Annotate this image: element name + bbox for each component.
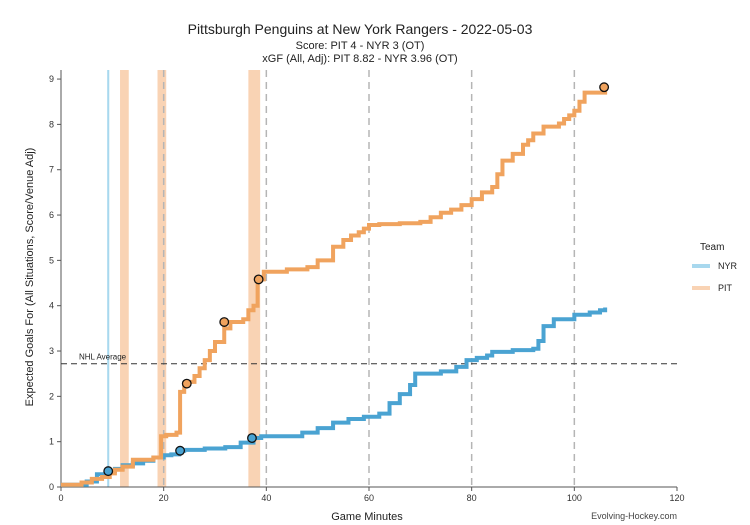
legend-title: Team: [700, 242, 724, 253]
x-tick-label-4: 80: [467, 493, 477, 503]
x-tick-label-3: 60: [364, 493, 374, 503]
x-tick-label-2: 40: [261, 493, 271, 503]
x-tick-label-0: 0: [58, 493, 63, 503]
x-tick-label-5: 100: [567, 493, 582, 503]
y-tick-label-2: 2: [49, 391, 54, 401]
y-tick-label-8: 8: [49, 119, 54, 129]
series-line-pit: [61, 87, 608, 487]
goal-marker-pit-3: [181, 378, 192, 389]
legend-label-pit: PIT: [718, 283, 733, 293]
y-tick-label-7: 7: [49, 165, 54, 175]
power-play-band-pit-2: [157, 70, 167, 487]
power-play-band-pit-1: [120, 70, 129, 487]
goal-marker-nyr-0: [103, 466, 114, 477]
watermark: Evolving-Hockey.com: [591, 511, 677, 521]
chart-subtitle-score: Score: PIT 4 - NYR 3 (OT): [296, 40, 425, 52]
y-tick-label-6: 6: [49, 210, 54, 220]
goal-marker-nyr-2: [247, 433, 257, 443]
legend-swatch-pit: [692, 286, 710, 290]
y-tick-label-0: 0: [49, 482, 54, 492]
goal-marker-pit-5: [253, 274, 264, 285]
goal-marker-nyr-1: [175, 445, 186, 456]
goal-marker-pit-4: [219, 317, 230, 327]
goal-marker-pit-6: [599, 82, 610, 93]
y-tick-label-1: 1: [49, 437, 54, 447]
x-tick-label-6: 120: [669, 493, 684, 503]
x-tick-label-1: 20: [159, 493, 169, 503]
nhl-average-label: NHL Average: [79, 353, 127, 362]
plot-area: NHL Average 0 20 40 60 80 100 120 0 1 2 3 4 5 6 7 8 9: [49, 70, 685, 503]
y-tick-label-3: 3: [49, 346, 54, 356]
y-axis-label: Expected Goals For (All Situations, Scor…: [24, 148, 36, 407]
y-tick-label-4: 4: [49, 301, 54, 311]
x-axis-label: Game Minutes: [331, 511, 403, 523]
y-tick-label-5: 5: [49, 255, 54, 265]
y-tick-label-9: 9: [49, 74, 54, 84]
legend-label-nyr: NYR: [718, 261, 738, 271]
chart-subtitle-xgf: xGF (All, Adj): PIT 8.82 - NYR 3.96 (OT): [262, 53, 457, 65]
chart-title: Pittsburgh Penguins at New York Rangers …: [188, 21, 533, 37]
power-play-band-nyr-0: [107, 70, 110, 487]
legend: Team NYR PIT: [692, 242, 738, 293]
legend-swatch-nyr: [692, 264, 710, 268]
